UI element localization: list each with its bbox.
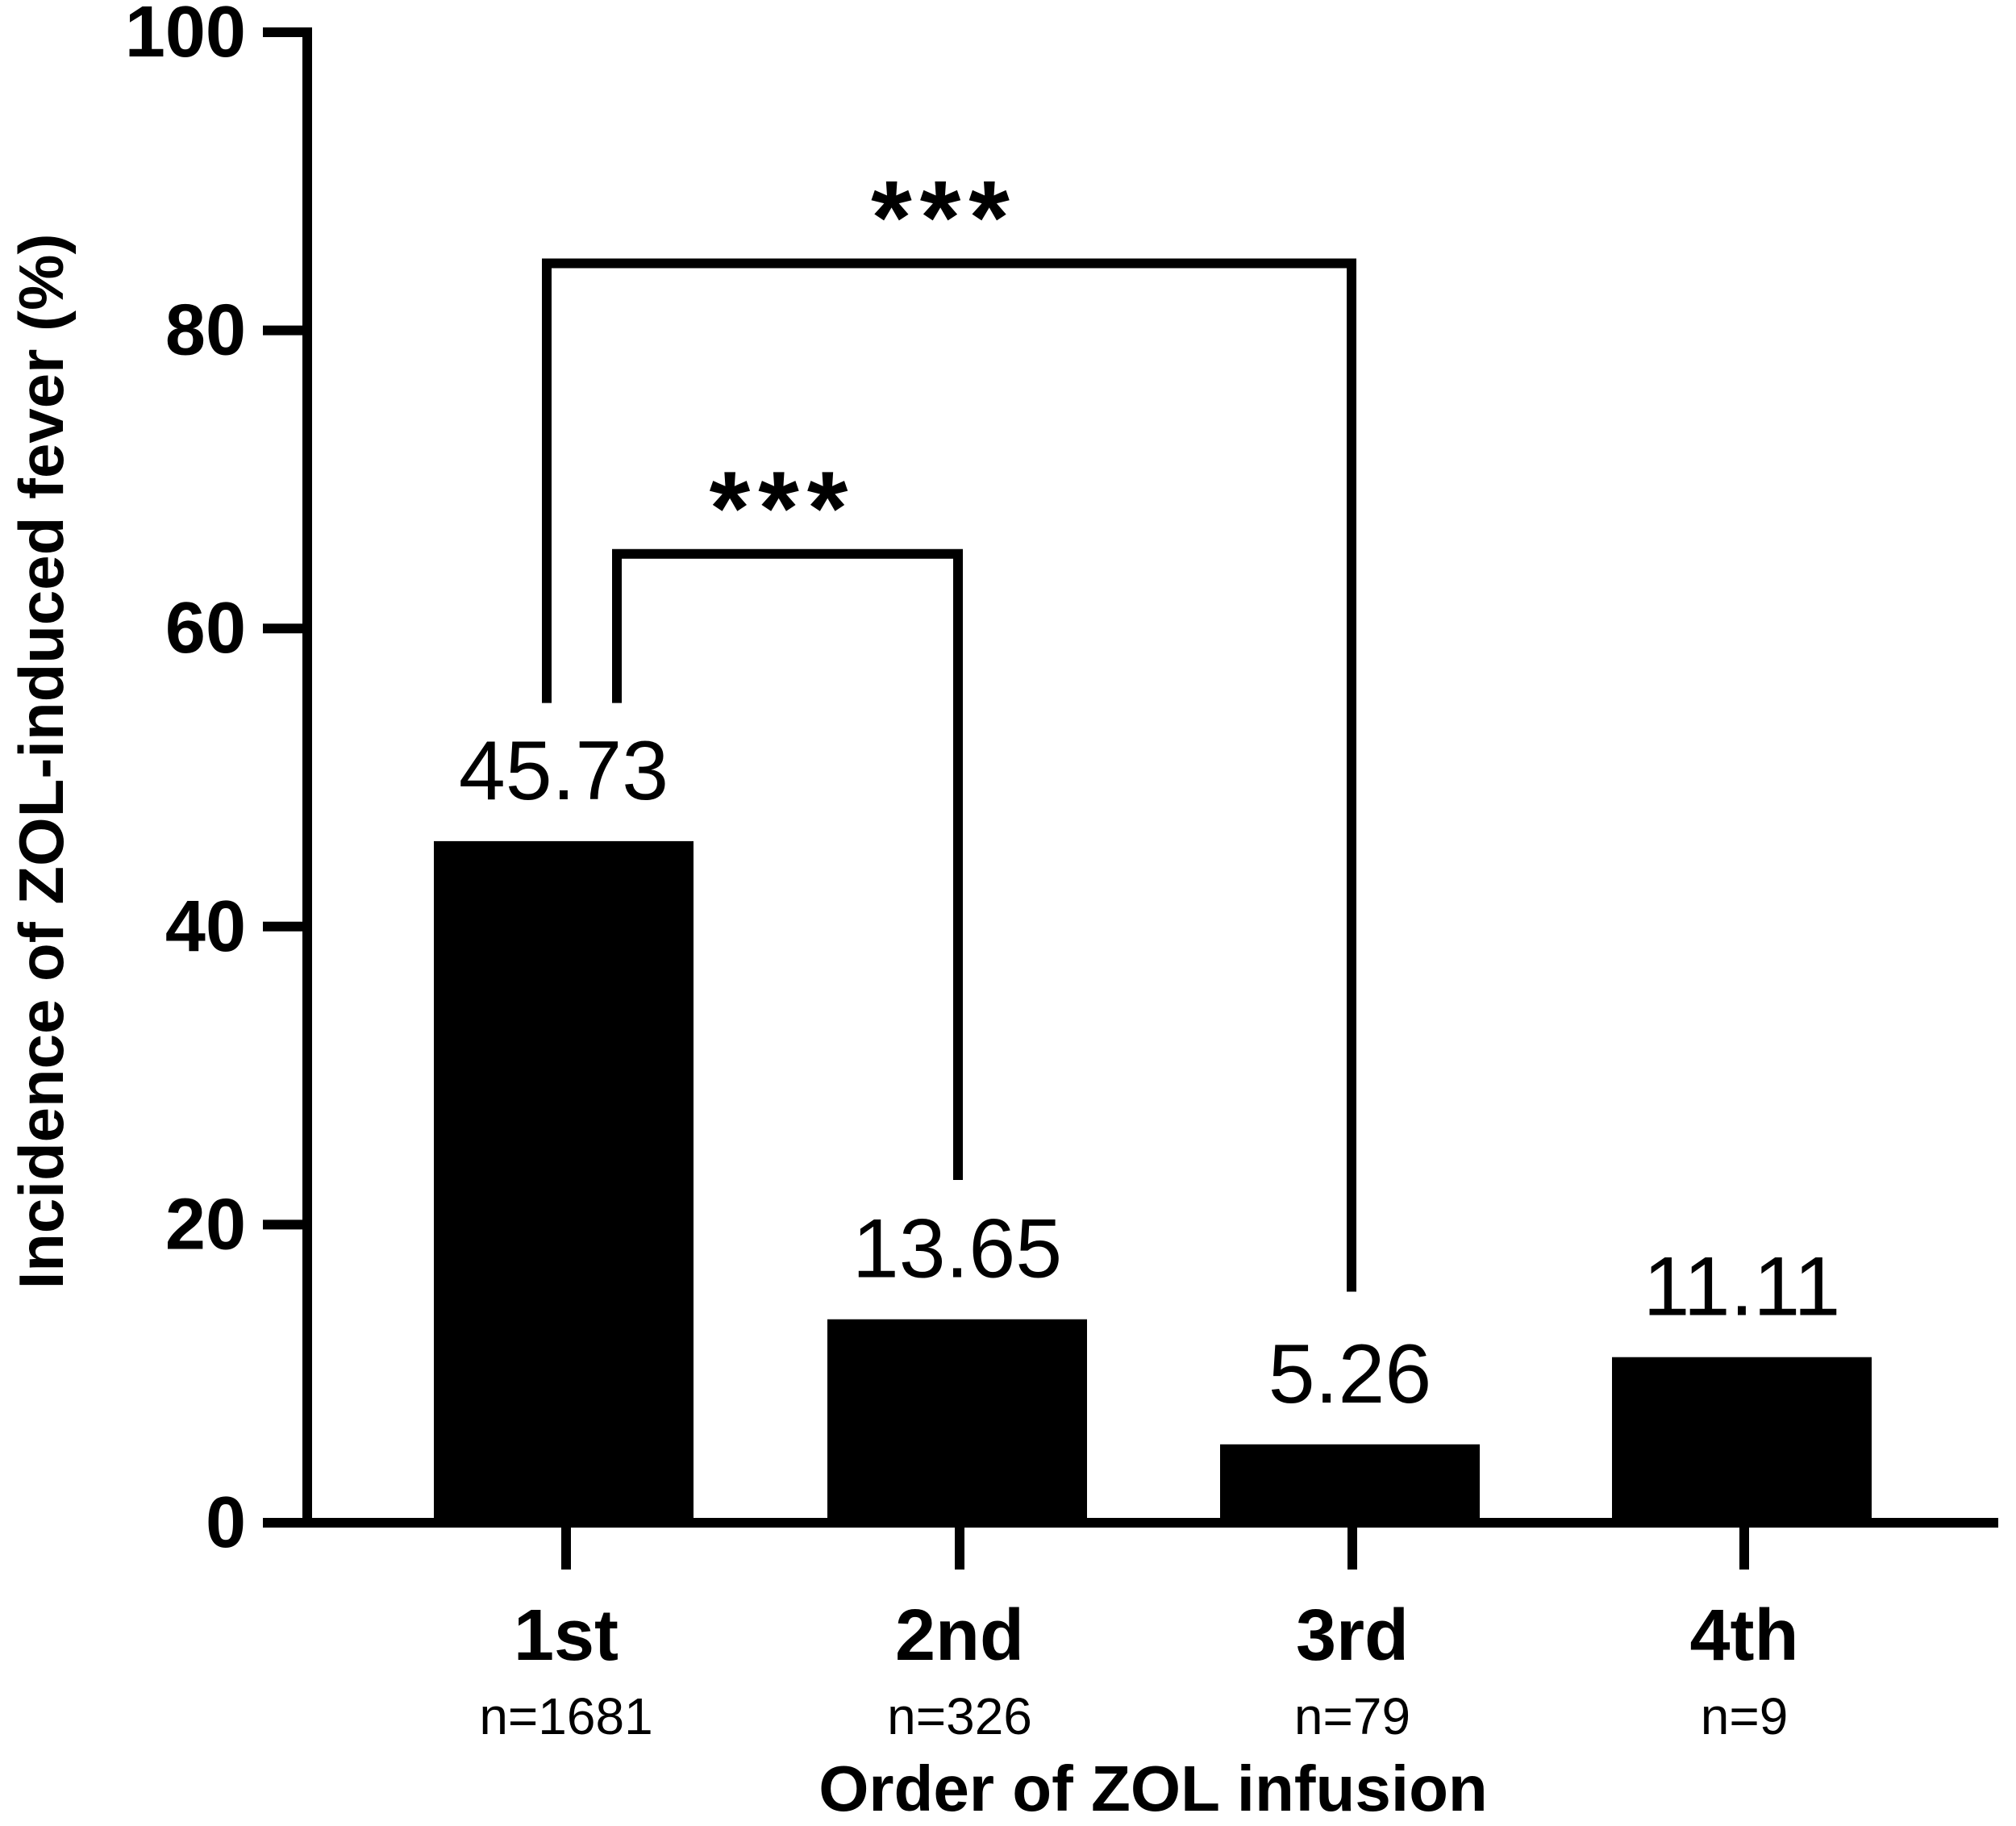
y-tick-label: 60: [165, 588, 246, 669]
y-tick-label: 20: [165, 1184, 246, 1265]
value-label: 45.73: [459, 724, 669, 818]
value-label: 13.65: [852, 1203, 1062, 1296]
x-tick-label: 2nd: [895, 1595, 1024, 1676]
bars: [434, 840, 1872, 1523]
y-tick-label: 100: [125, 0, 246, 73]
value-label: 5.26: [1268, 1328, 1431, 1421]
significance-label: ***: [871, 158, 1018, 276]
x-tick-label: 3rd: [1296, 1595, 1409, 1676]
x-tick-label: 4th: [1690, 1595, 1799, 1676]
bar-4th: [1612, 1357, 1872, 1523]
y-tick-label: 80: [165, 290, 246, 371]
sample-size-label: n=9: [1701, 1687, 1789, 1745]
significance-bracket: [542, 258, 1356, 1292]
y-axis-title: Incidence of ZOL-induced fever (%): [6, 234, 77, 1290]
bar-2nd: [827, 1319, 1087, 1523]
sample-size-label: n=326: [887, 1687, 1032, 1745]
sample-size-label: n=79: [1294, 1687, 1410, 1745]
x-tick-label: 1st: [514, 1595, 619, 1676]
significance-label: ***: [710, 449, 856, 567]
significance-brackets: [542, 258, 1356, 1292]
x-axis-title: Order of ZOL infusion: [818, 1753, 1488, 1824]
y-tick-label: 40: [165, 886, 246, 967]
y-tick-label: 0: [206, 1482, 246, 1563]
significance-bracket: [612, 548, 963, 1180]
value-label: 11.11: [1643, 1240, 1841, 1334]
bar-1st: [434, 840, 694, 1523]
labels: 0 20 40 60 80 100 45.73 1st n=1681 13.65 2nd n=326 5…: [125, 0, 1841, 1745]
bar-3rd: [1220, 1444, 1480, 1523]
sample-size-label: n=1681: [479, 1687, 652, 1745]
